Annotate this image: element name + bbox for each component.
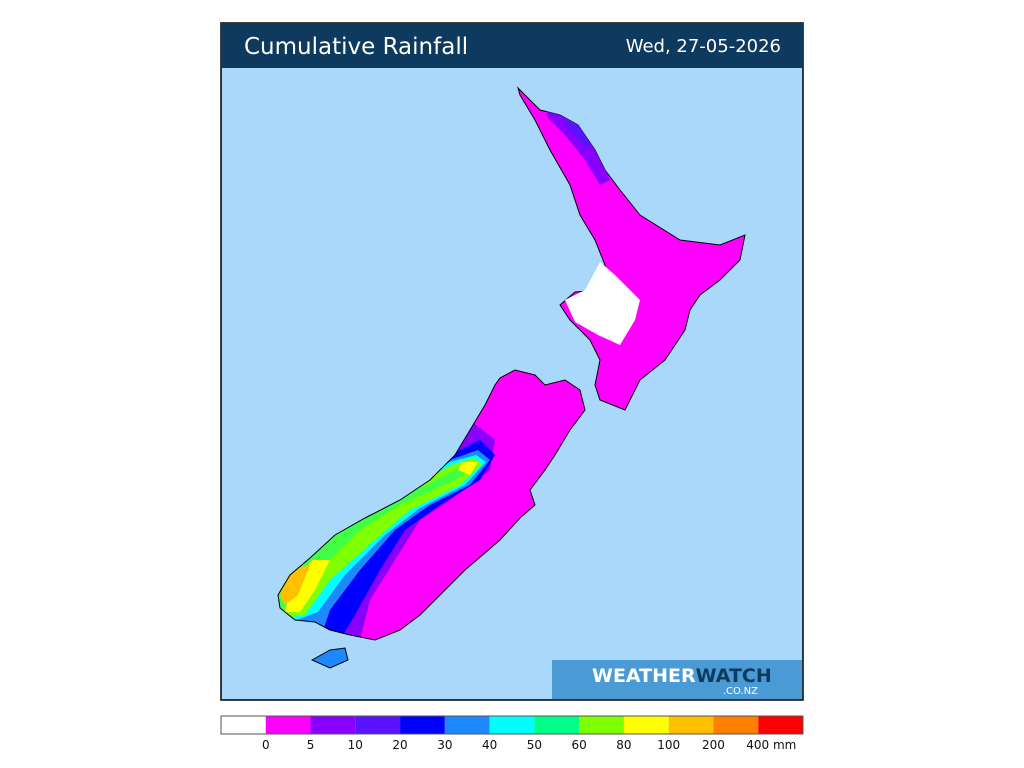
legend-border [220,715,804,735]
south-island [277,369,586,669]
legend-swatch [534,716,580,734]
header-bar [221,23,803,68]
legend-label: 20 [392,738,407,752]
legend-label: 5 [307,738,315,752]
legend-label: 0 [262,738,270,752]
legend-swatch [265,716,311,734]
legend-swatch [579,716,624,734]
logo-domain: .CO.NZ [723,686,758,697]
legend-swatch [713,716,759,734]
legend-swatch [400,716,445,734]
legend-label: 100 [657,738,680,752]
legend-label: 50 [527,738,542,752]
legend-label: 40 [482,738,497,752]
legend: 0 5 10 20 30 40 50 60 80 100 200 400 mm [220,715,804,752]
legend-swatch [310,716,356,734]
legend-label: 10 [348,738,363,752]
legend-swatch [668,716,714,734]
legend-swatch [444,716,490,734]
legend-swatch [489,716,535,734]
north-island [516,86,746,411]
legend-label: 80 [616,738,631,752]
legend-swatch [758,716,803,734]
header-date: Wed, 27-05-2026 [626,36,781,57]
header-title: Cumulative Rainfall [244,34,468,60]
legend-swatch [623,716,669,734]
legend-label: 400 mm [746,738,796,752]
logo-box [552,660,802,699]
legend-label: 60 [572,738,587,752]
legend-label: 30 [437,738,452,752]
logo-brand-second: WATCH [696,665,772,687]
legend-swatch [355,716,401,734]
logo-brand: WEATHERWATCH [592,665,772,687]
legend-swatch [221,716,266,734]
legend-label: 200 [702,738,725,752]
logo-brand-first: WEATHER [592,665,696,687]
